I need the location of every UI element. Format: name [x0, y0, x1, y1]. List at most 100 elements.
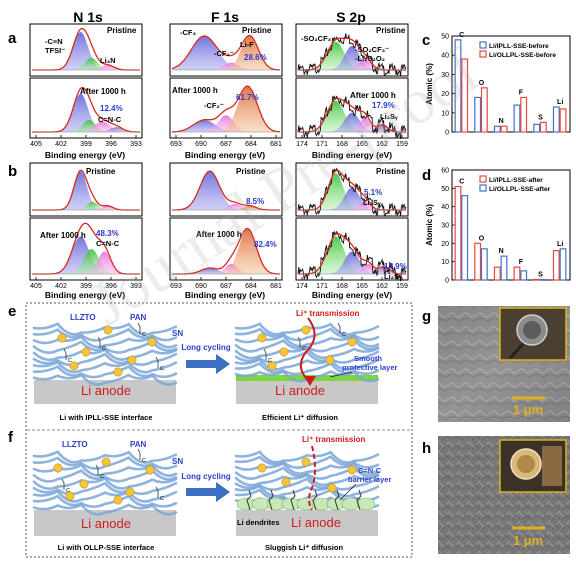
- e-transmission-path: [299, 317, 316, 383]
- b-s2p-lisy2: Li₂Sᵧ: [384, 272, 402, 281]
- chart-c-yticklabel-3: 30: [441, 72, 449, 79]
- b-s2p-lisy: Li₂Sᵧ: [363, 198, 381, 207]
- chart-c-bar-C-1: [461, 58, 469, 133]
- b-n1s-xlabel: Binding energy (eV): [45, 290, 125, 300]
- chart-d-legend-swatch-0: [479, 175, 487, 183]
- panel-letter-e: e: [8, 303, 16, 320]
- f-left-sn-0: [61, 478, 65, 490]
- e-li-anode-left: Li anode: [81, 383, 131, 398]
- a-f1s-cf2b: -CF₂⁻: [204, 101, 224, 110]
- e-left-llzto-0: [57, 333, 67, 343]
- f-left-sn-c-1: C: [100, 474, 104, 480]
- a-s2p-pristine: Pristine: [376, 26, 406, 35]
- e-right-llzto-5: [267, 361, 277, 371]
- b-col1-top-frame: [169, 162, 283, 217]
- chart-d-bar-C-1: [461, 195, 469, 281]
- f-left-fiber-5: [32, 481, 178, 496]
- b-col2-bot-raw: [297, 230, 407, 282]
- b-col2-ticklabel-3: 165: [356, 283, 368, 290]
- e-long-cycling-arrow: [186, 354, 230, 374]
- f-dendrite-5: [356, 489, 362, 511]
- f-right-llzto-1: [281, 477, 291, 487]
- f-dendrite-4: [334, 489, 340, 511]
- a-col1-top-peak-1: [172, 62, 280, 70]
- f-pan: PAN: [130, 440, 147, 449]
- a-s2p-peak1: -SO₂CF₃: [301, 34, 332, 43]
- e-right-sn-c-1: C: [302, 346, 306, 352]
- e-left-fiber-2: [32, 335, 178, 349]
- b-col1-bot-peak-1: [172, 264, 280, 274]
- title-s2p: S 2p: [336, 9, 366, 25]
- e-transmission-arrowhead: [304, 376, 316, 386]
- e-layer-pointer: [329, 371, 353, 378]
- f-left-llzto-2: [101, 457, 111, 467]
- f-caption-right: Sluggish Li⁺ diffusion: [265, 543, 344, 552]
- a-f1s-peak-lif: Li-F: [240, 40, 254, 49]
- title-n1s: N 1s: [73, 9, 103, 25]
- b-col0-ticklabel-1: 402: [55, 283, 67, 290]
- chart-c-bar-F-0: [513, 104, 521, 133]
- a-col1-top-peak-0: [172, 36, 280, 70]
- b-col1-bot-envelope: [172, 227, 281, 275]
- a-col1-top-peak-2: [172, 36, 280, 70]
- chart-c-cat-O: O: [479, 80, 485, 87]
- b-col0-top-peak-0: [32, 171, 140, 210]
- chart-d-ylabel: Atomic (%): [425, 204, 434, 246]
- chart-d-cat-S: S: [538, 271, 543, 278]
- a-col2-ticklabel-3: 165: [356, 141, 368, 148]
- f-left-sn-1: [95, 464, 99, 476]
- chart-d-bar-F-1: [520, 270, 528, 281]
- f-layer-label-1: C=N-C: [358, 466, 382, 475]
- chart-c-bar-N-0: [493, 125, 501, 133]
- title-f1s: F 1s: [211, 9, 239, 25]
- e-long-cycling: Long cycling: [181, 343, 230, 352]
- chart-d-yticklabel-6: 60: [441, 168, 449, 175]
- f-right-llzto-0: [257, 463, 267, 473]
- e-left-fiber-4: [32, 347, 178, 362]
- chart-c-yticklabel-4: 40: [441, 53, 449, 60]
- a-col2-top-peak-1: [298, 46, 406, 70]
- b-col0-top-frame: [29, 162, 143, 217]
- a-col1-ticklabel-3: 684: [245, 141, 257, 148]
- a-n1s-cnc: C=N-C: [98, 115, 122, 124]
- e-caption-right: Efficient Li⁺ diffusion: [262, 413, 338, 422]
- a-col0-top-peak-0: [32, 32, 140, 70]
- b-f1s-pristine: Pristine: [236, 167, 266, 176]
- f-left-fiber-6: [32, 489, 178, 503]
- a-col0-bot-peak-1: [32, 120, 140, 132]
- f-left-sn-c-3: C: [160, 496, 164, 502]
- e-sn: SN: [172, 329, 183, 338]
- e-right-llzto-4: [347, 337, 357, 347]
- b-s2p-pct: 5.1%: [364, 188, 382, 197]
- f-transmission: Li⁺ transmission: [302, 435, 365, 444]
- a-f1s-pct: 28.6%: [244, 53, 267, 62]
- a-n1s-peak-tfsi: TFSI⁻: [45, 46, 65, 55]
- a-s2p-pct: 17.9%: [372, 101, 395, 110]
- a-f1s-pristine: Pristine: [242, 26, 272, 35]
- sem-image-g: [438, 306, 570, 422]
- a-col0-top-peak-1: [32, 58, 140, 70]
- e-left-sn-1: [97, 336, 101, 348]
- b-col1-ticklabel-3: 684: [245, 283, 257, 290]
- f-left-llzto-5: [65, 491, 75, 501]
- a-n1s-after: After 1000 h: [80, 87, 126, 96]
- chart-d-bar-Li-0: [552, 250, 560, 281]
- e-left-llzto-3: [127, 355, 137, 365]
- b-col2-bot-frame: [295, 217, 409, 281]
- f-right-llzto-3: [327, 483, 337, 493]
- f-left-llzto-3: [125, 487, 135, 497]
- a-col0-top-frame: [29, 23, 143, 77]
- chart-c-bar-F-1: [520, 96, 528, 133]
- a-col2-bot-raw: [297, 94, 407, 140]
- e-llzto: LLZTO: [70, 313, 96, 322]
- f-dendrite-3: [312, 489, 318, 511]
- b-col2-bot-peak-1: [298, 251, 406, 274]
- e-right-sn-0: [263, 348, 267, 360]
- f-left-sn-c-2: C: [142, 458, 146, 464]
- chart-c-legend-0: Li/IPLL-SSE-before: [489, 43, 549, 50]
- b-s2p-pristine: Pristine: [376, 167, 406, 176]
- f-left-llzto-0: [53, 463, 63, 473]
- e-right-anode: [236, 380, 378, 404]
- a-col2-bot-peak-3: [298, 124, 406, 132]
- f-layer-label-2: barrier layer: [348, 475, 391, 484]
